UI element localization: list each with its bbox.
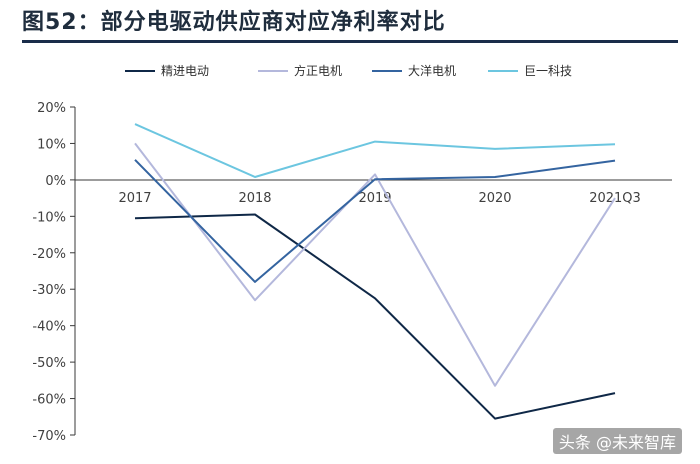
y-tick-label: -10%	[32, 210, 66, 225]
series-line-1	[134, 142, 616, 387]
y-tick-label: -60%	[32, 393, 66, 408]
x-tick-label: 2017	[118, 191, 151, 206]
x-tick-label: 2018	[238, 191, 271, 206]
series-line-0	[134, 213, 616, 420]
x-tick-label: 2019	[358, 191, 391, 206]
legend-label-0: 精进电动	[161, 64, 209, 78]
y-tick-label: -70%	[32, 429, 66, 444]
legend-label-2: 大洋电机	[408, 63, 456, 78]
series-lines	[134, 123, 616, 420]
y-tick-label: -40%	[32, 320, 66, 335]
x-tick-label: 2020	[478, 191, 511, 206]
y-tick-label: -20%	[32, 247, 66, 262]
y-tick-label: -30%	[32, 283, 66, 298]
y-tick-label: 0%	[45, 174, 66, 189]
y-tick-label: 20%	[37, 101, 66, 116]
series-line-3	[134, 123, 616, 178]
y-tick-label: -50%	[32, 356, 66, 371]
watermark: 头条 @未来智库	[552, 428, 682, 454]
axes: 20% 10% 0% -10% -20% -30% -40% -50% -60% -70% 2017…	[32, 101, 672, 444]
series-line-2	[134, 159, 616, 283]
legend: 精进电动 方正电机 大洋电机 巨一科技	[125, 63, 572, 78]
y-tick-label: 10%	[37, 137, 66, 152]
title-rule	[22, 40, 678, 43]
legend-label-3: 巨一科技	[524, 64, 572, 78]
chart-title: 图52：部分电驱动供应商对应净利率对比	[22, 10, 446, 35]
legend-label-1: 方正电机	[294, 63, 342, 78]
